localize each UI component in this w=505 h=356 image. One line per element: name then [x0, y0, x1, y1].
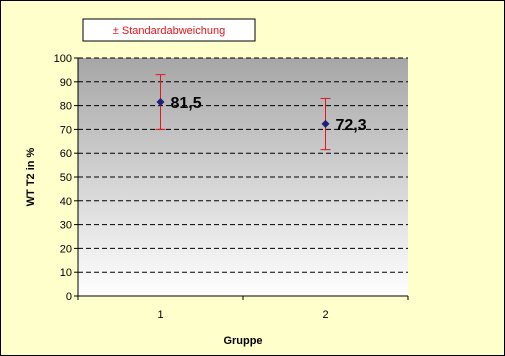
y-tick-label: 40 [60, 196, 72, 208]
x-axis-title: Gruppe [223, 335, 262, 347]
y-tick-label: 80 [60, 101, 72, 113]
y-tick-label: 30 [60, 220, 72, 232]
y-axis-title: WT T2 in % [25, 147, 37, 206]
series: 81,5 72,3 [155, 74, 367, 151]
x-tick-label: 1 [157, 309, 163, 321]
legend-entry: ± Standardabweichung [113, 25, 225, 37]
y-tick-label: 20 [60, 243, 72, 255]
y-tick-label: 70 [60, 124, 72, 136]
legend-box [82, 18, 256, 42]
data-point [156, 98, 165, 107]
y-tick-label: 50 [60, 172, 72, 184]
y-tick-label: 100 [54, 53, 72, 65]
gridlines [78, 57, 408, 273]
y-tick-label: 60 [60, 148, 72, 160]
y-tick-label: 0 [66, 291, 72, 303]
y-tick-label: 10 [60, 267, 72, 279]
legend: ± Standardabweichung [82, 18, 256, 42]
y-tick-label: 90 [60, 77, 72, 89]
x-tick-label: 2 [322, 309, 328, 321]
data-label: 81,5 [171, 95, 202, 112]
data-label: 72,3 [336, 117, 367, 134]
y-axis: 0 10 20 30 40 50 60 70 80 90 100 [54, 53, 79, 303]
data-point [321, 119, 330, 128]
